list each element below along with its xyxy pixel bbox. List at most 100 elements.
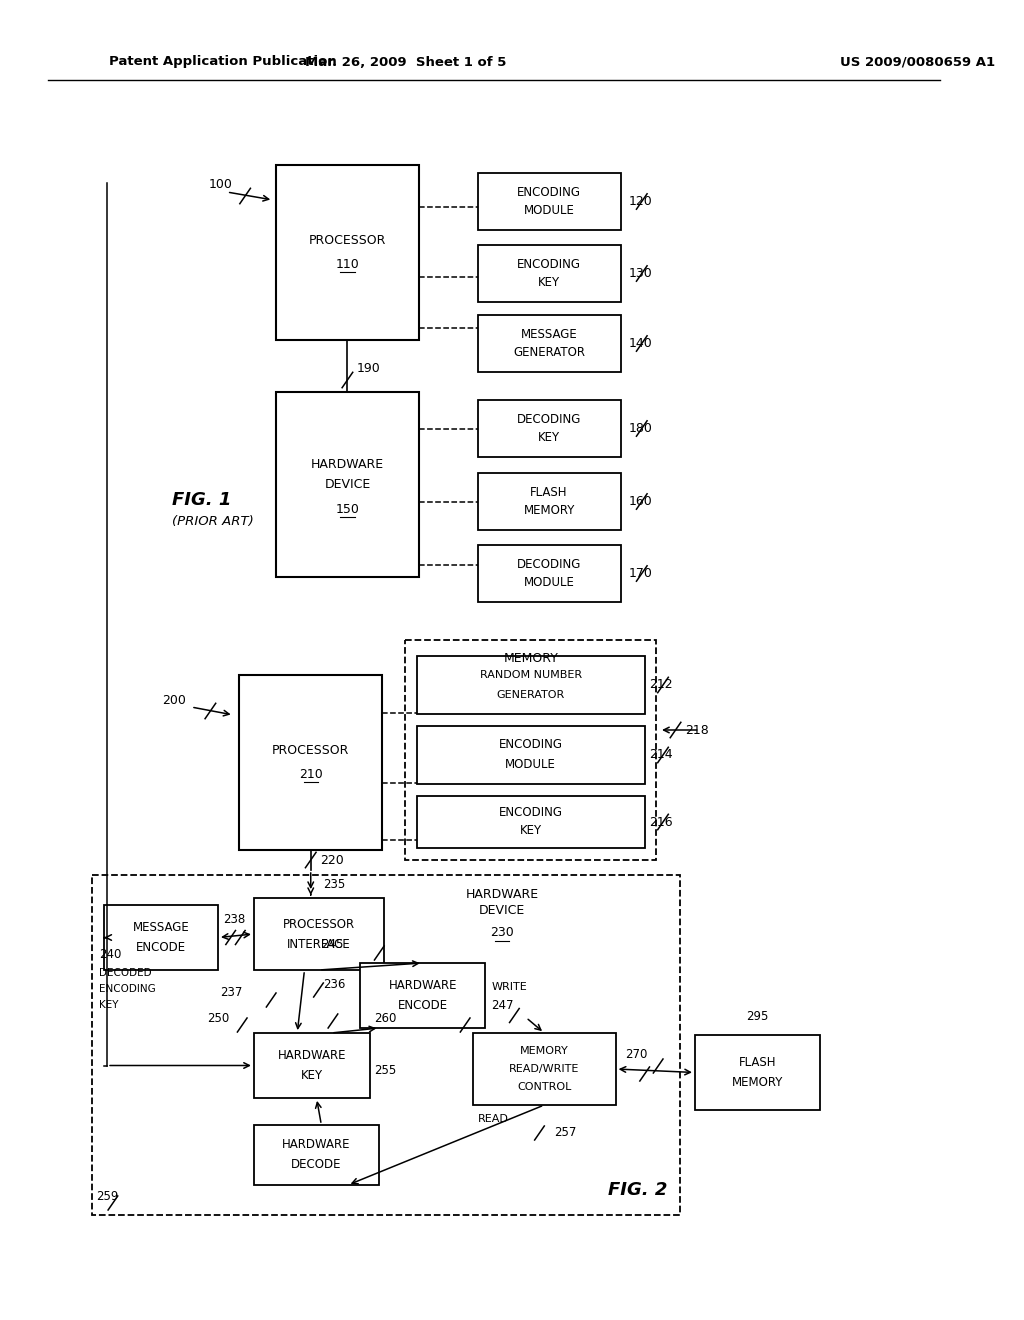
Text: 120: 120 bbox=[629, 195, 652, 209]
Text: PROCESSOR: PROCESSOR bbox=[272, 744, 349, 756]
Text: 260: 260 bbox=[375, 1012, 397, 1026]
Bar bbox=[478, 246, 621, 302]
Text: INTERFACE: INTERFACE bbox=[287, 937, 351, 950]
Text: ENCODING: ENCODING bbox=[499, 807, 563, 820]
Text: 237: 237 bbox=[220, 986, 243, 998]
Text: (PRIOR ART): (PRIOR ART) bbox=[172, 516, 254, 528]
Text: HARDWARE: HARDWARE bbox=[311, 458, 384, 471]
Bar bbox=[92, 875, 680, 1214]
Bar bbox=[478, 400, 621, 457]
Text: MESSAGE: MESSAGE bbox=[133, 921, 189, 935]
Text: DECODING: DECODING bbox=[517, 558, 582, 572]
Text: ENCODE: ENCODE bbox=[136, 941, 186, 954]
Bar bbox=[240, 675, 382, 850]
Text: ENCODE: ENCODE bbox=[397, 999, 447, 1012]
Bar bbox=[478, 545, 621, 602]
Bar bbox=[473, 1034, 615, 1105]
Text: 110: 110 bbox=[336, 257, 359, 271]
Text: MODULE: MODULE bbox=[506, 759, 556, 771]
Bar bbox=[417, 796, 645, 847]
Text: 180: 180 bbox=[629, 422, 652, 436]
Bar bbox=[417, 726, 645, 784]
Text: 218: 218 bbox=[685, 723, 709, 737]
Text: KEY: KEY bbox=[538, 276, 560, 289]
Text: ENCODING: ENCODING bbox=[517, 186, 582, 199]
Text: MEMORY: MEMORY bbox=[732, 1076, 783, 1089]
Text: 245: 245 bbox=[322, 939, 344, 952]
Bar bbox=[478, 315, 621, 372]
Bar bbox=[254, 898, 384, 970]
Text: MEMORY: MEMORY bbox=[504, 652, 558, 664]
Text: MEMORY: MEMORY bbox=[520, 1045, 568, 1056]
Text: FLASH: FLASH bbox=[530, 486, 568, 499]
Text: DECODE: DECODE bbox=[291, 1159, 342, 1172]
Bar bbox=[417, 656, 645, 714]
Text: READ: READ bbox=[478, 1114, 509, 1125]
Text: 255: 255 bbox=[375, 1064, 396, 1077]
Text: MODULE: MODULE bbox=[523, 205, 574, 216]
Text: DECODED: DECODED bbox=[99, 968, 152, 978]
Text: FLASH: FLASH bbox=[739, 1056, 776, 1069]
Text: 160: 160 bbox=[629, 495, 652, 508]
Text: MODULE: MODULE bbox=[523, 576, 574, 589]
Text: 190: 190 bbox=[357, 362, 381, 375]
Text: FIG. 1: FIG. 1 bbox=[172, 491, 231, 510]
Text: 240: 240 bbox=[99, 949, 122, 961]
Text: MESSAGE: MESSAGE bbox=[521, 327, 578, 341]
Bar bbox=[276, 392, 419, 577]
Bar bbox=[104, 906, 218, 970]
Text: KEY: KEY bbox=[301, 1069, 323, 1082]
Text: CONTROL: CONTROL bbox=[517, 1082, 571, 1092]
Text: 247: 247 bbox=[492, 999, 514, 1012]
Text: HARDWARE: HARDWARE bbox=[278, 1049, 346, 1063]
Text: 235: 235 bbox=[324, 878, 345, 891]
Text: 257: 257 bbox=[554, 1126, 577, 1139]
Bar bbox=[406, 640, 656, 861]
Text: PROCESSOR: PROCESSOR bbox=[283, 917, 355, 931]
Text: KEY: KEY bbox=[99, 1001, 119, 1010]
Text: RANDOM NUMBER: RANDOM NUMBER bbox=[479, 671, 582, 680]
Text: KEY: KEY bbox=[520, 825, 542, 837]
Text: GENERATOR: GENERATOR bbox=[513, 346, 585, 359]
Text: GENERATOR: GENERATOR bbox=[497, 690, 565, 700]
Text: 230: 230 bbox=[489, 927, 514, 940]
Text: DEVICE: DEVICE bbox=[478, 904, 525, 917]
Text: 250: 250 bbox=[208, 1011, 229, 1024]
Bar bbox=[254, 1034, 370, 1098]
Text: READ/WRITE: READ/WRITE bbox=[509, 1064, 580, 1074]
Text: 238: 238 bbox=[223, 913, 245, 927]
Text: HARDWARE: HARDWARE bbox=[388, 979, 457, 993]
Text: 100: 100 bbox=[209, 178, 232, 191]
Text: PROCESSOR: PROCESSOR bbox=[308, 234, 386, 247]
Text: FIG. 2: FIG. 2 bbox=[608, 1181, 668, 1199]
Text: US 2009/0080659 A1: US 2009/0080659 A1 bbox=[840, 55, 994, 69]
Text: MEMORY: MEMORY bbox=[523, 504, 574, 517]
Text: 216: 216 bbox=[649, 816, 673, 829]
Text: 210: 210 bbox=[299, 768, 323, 781]
Text: ENCODING: ENCODING bbox=[517, 257, 582, 271]
Text: HARDWARE: HARDWARE bbox=[283, 1138, 351, 1151]
Bar bbox=[360, 964, 485, 1028]
Bar bbox=[276, 165, 419, 341]
Text: HARDWARE: HARDWARE bbox=[465, 888, 539, 902]
Text: ENCODING: ENCODING bbox=[499, 738, 563, 751]
Text: ENCODING: ENCODING bbox=[99, 983, 156, 994]
Text: 295: 295 bbox=[746, 1011, 769, 1023]
Bar bbox=[254, 1125, 379, 1185]
Text: DECODING: DECODING bbox=[517, 413, 582, 426]
Text: 214: 214 bbox=[649, 748, 673, 762]
Bar bbox=[695, 1035, 820, 1110]
Bar bbox=[478, 473, 621, 531]
Text: WRITE: WRITE bbox=[492, 982, 527, 993]
Text: 170: 170 bbox=[629, 568, 652, 579]
Text: Mar. 26, 2009  Sheet 1 of 5: Mar. 26, 2009 Sheet 1 of 5 bbox=[304, 55, 506, 69]
Text: 259: 259 bbox=[96, 1191, 119, 1204]
Text: 270: 270 bbox=[626, 1048, 648, 1061]
Text: DEVICE: DEVICE bbox=[325, 478, 371, 491]
Text: 236: 236 bbox=[324, 978, 346, 990]
Text: 212: 212 bbox=[649, 678, 673, 692]
Text: 220: 220 bbox=[321, 854, 344, 866]
Text: 200: 200 bbox=[162, 693, 186, 706]
Text: KEY: KEY bbox=[538, 432, 560, 444]
Bar bbox=[478, 173, 621, 230]
